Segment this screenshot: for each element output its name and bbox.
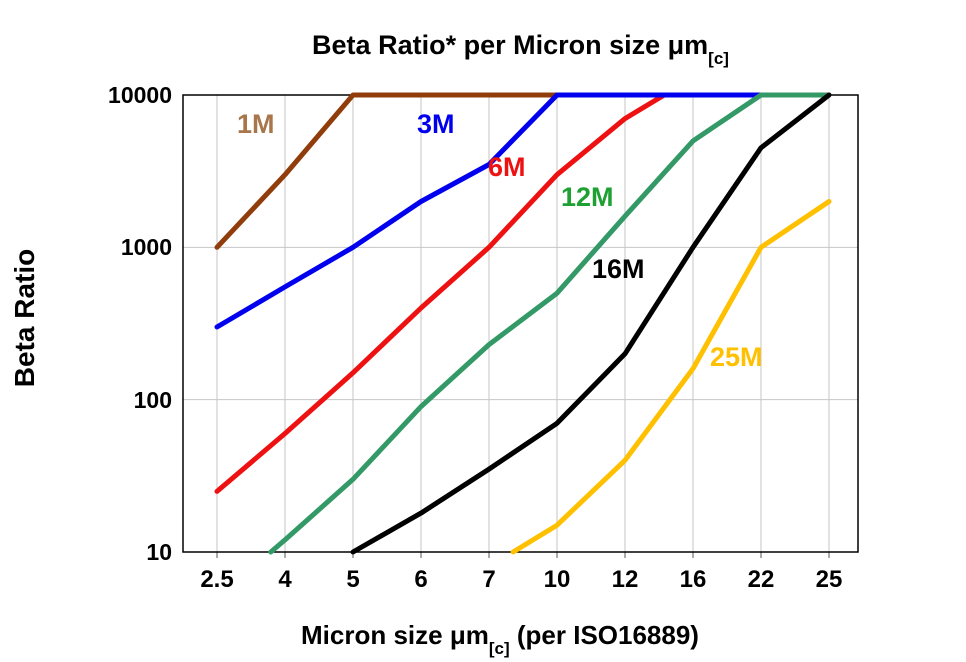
y-tick-label-10000: 10000 — [108, 82, 172, 108]
y-tick-label-1000: 1000 — [120, 234, 172, 261]
chart-title-text: Beta Ratio* per Micron size — [312, 30, 668, 60]
series-label-12M: 12M — [561, 182, 614, 212]
x-tick-label-4: 4 — [278, 566, 292, 593]
x-tick-label-2.5: 2.5 — [200, 566, 234, 593]
series-label-16M: 16M — [592, 254, 645, 284]
x-tick-label-22: 22 — [747, 566, 775, 593]
chart-title-unit: μm — [667, 30, 709, 60]
x-axis-title-rest: (per ISO16889) — [509, 620, 699, 650]
chart-title-subscript: [c] — [708, 49, 729, 69]
x-tick-label-6: 6 — [414, 566, 428, 593]
x-axis-title: Micron size μm[c] (per ISO16889) — [80, 620, 920, 659]
series-line-3M — [214, 92, 764, 330]
series-label-25M: 25M — [710, 342, 763, 372]
x-tick-label-25: 25 — [815, 566, 843, 593]
x-axis-title-unit: μm — [449, 620, 489, 650]
series-line-25M — [510, 199, 832, 555]
series-line-12M — [268, 92, 832, 555]
series-label-1M: 1M — [237, 109, 275, 139]
x-tick-label-10: 10 — [543, 566, 571, 593]
chart-title: Beta Ratio* per Micron size μm[c] — [183, 30, 858, 69]
y-axis-title: Beta Ratio — [9, 248, 40, 388]
series-line-16M — [350, 92, 832, 555]
series-line-1M — [214, 92, 560, 250]
y-tick-label-100: 100 — [133, 386, 172, 413]
x-tick-label-7: 7 — [482, 566, 496, 593]
x-tick-label-5: 5 — [346, 566, 360, 593]
x-axis-title-text: Micron size — [301, 620, 450, 650]
plot-area: 1M 3M 6M 12M 16M 25M — [182, 92, 859, 558]
x-axis-title-subscript: [c] — [488, 639, 510, 659]
series-label-6M: 6M — [488, 152, 526, 182]
series-line-6M — [214, 92, 667, 494]
y-tick-label-10: 10 — [146, 539, 172, 565]
x-tick-label-12: 12 — [611, 566, 639, 593]
x-tick-label-16: 16 — [679, 566, 707, 593]
series-label-3M: 3M — [417, 109, 455, 139]
